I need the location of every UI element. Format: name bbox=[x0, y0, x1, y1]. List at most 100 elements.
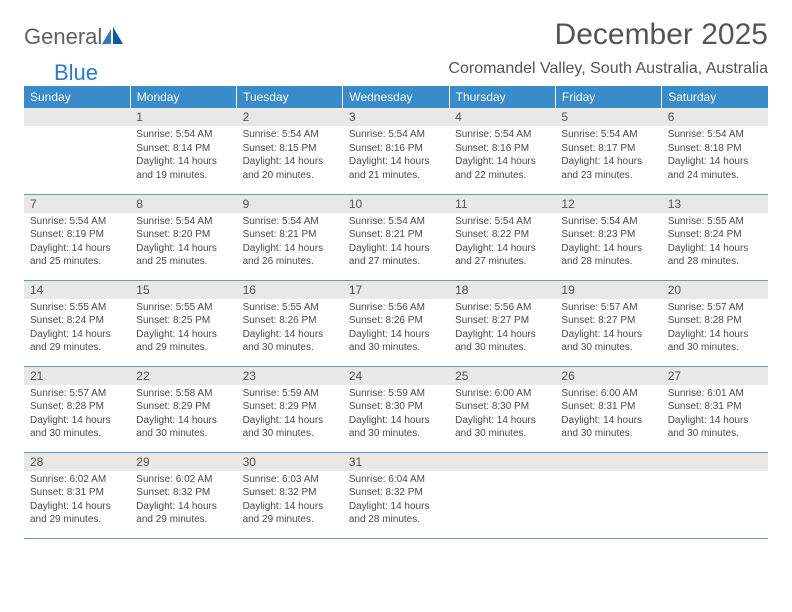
day-number: 22 bbox=[130, 367, 236, 385]
day-number bbox=[555, 453, 661, 471]
header: General December 2025 bbox=[24, 18, 768, 52]
calendar-cell: 20Sunrise: 5:57 AMSunset: 8:28 PMDayligh… bbox=[662, 280, 768, 366]
calendar-cell: 3Sunrise: 5:54 AMSunset: 8:16 PMDaylight… bbox=[343, 108, 449, 194]
day-number: 2 bbox=[237, 108, 343, 126]
weekday-header-cell: Saturday bbox=[662, 86, 768, 108]
day-details: Sunrise: 5:57 AMSunset: 8:28 PMDaylight:… bbox=[24, 385, 130, 445]
day-details: Sunrise: 6:04 AMSunset: 8:32 PMDaylight:… bbox=[343, 471, 449, 531]
weekday-header-cell: Sunday bbox=[24, 86, 130, 108]
day-number: 29 bbox=[130, 453, 236, 471]
day-number: 17 bbox=[343, 281, 449, 299]
day-number: 4 bbox=[449, 108, 555, 126]
day-number: 5 bbox=[555, 108, 661, 126]
day-details: Sunrise: 6:02 AMSunset: 8:31 PMDaylight:… bbox=[24, 471, 130, 531]
weekday-header-cell: Friday bbox=[555, 86, 661, 108]
calendar-cell: 13Sunrise: 5:55 AMSunset: 8:24 PMDayligh… bbox=[662, 194, 768, 280]
calendar-week-row: 7Sunrise: 5:54 AMSunset: 8:19 PMDaylight… bbox=[24, 194, 768, 280]
day-number bbox=[24, 108, 130, 126]
location: Coromandel Valley, South Australia, Aust… bbox=[448, 60, 768, 78]
calendar-cell: 27Sunrise: 6:01 AMSunset: 8:31 PMDayligh… bbox=[662, 366, 768, 452]
calendar-cell: 30Sunrise: 6:03 AMSunset: 8:32 PMDayligh… bbox=[237, 452, 343, 538]
day-details: Sunrise: 6:03 AMSunset: 8:32 PMDaylight:… bbox=[237, 471, 343, 531]
calendar-cell: 8Sunrise: 5:54 AMSunset: 8:20 PMDaylight… bbox=[130, 194, 236, 280]
calendar-table: SundayMondayTuesdayWednesdayThursdayFrid… bbox=[24, 86, 768, 539]
brand-part2: Blue bbox=[54, 60, 98, 86]
day-details: Sunrise: 5:55 AMSunset: 8:25 PMDaylight:… bbox=[130, 299, 236, 359]
day-details: Sunrise: 5:58 AMSunset: 8:29 PMDaylight:… bbox=[130, 385, 236, 445]
day-number: 16 bbox=[237, 281, 343, 299]
day-details: Sunrise: 5:54 AMSunset: 8:21 PMDaylight:… bbox=[237, 213, 343, 273]
calendar-cell: 21Sunrise: 5:57 AMSunset: 8:28 PMDayligh… bbox=[24, 366, 130, 452]
day-details: Sunrise: 5:54 AMSunset: 8:18 PMDaylight:… bbox=[662, 126, 768, 186]
calendar-week-row: 1Sunrise: 5:54 AMSunset: 8:14 PMDaylight… bbox=[24, 108, 768, 194]
calendar-cell: 24Sunrise: 5:59 AMSunset: 8:30 PMDayligh… bbox=[343, 366, 449, 452]
weekday-header: SundayMondayTuesdayWednesdayThursdayFrid… bbox=[24, 86, 768, 108]
calendar-cell: 9Sunrise: 5:54 AMSunset: 8:21 PMDaylight… bbox=[237, 194, 343, 280]
brand-part1: General bbox=[24, 24, 102, 50]
calendar-cell-empty bbox=[555, 452, 661, 538]
day-details: Sunrise: 5:56 AMSunset: 8:26 PMDaylight:… bbox=[343, 299, 449, 359]
day-number: 27 bbox=[662, 367, 768, 385]
calendar-cell: 29Sunrise: 6:02 AMSunset: 8:32 PMDayligh… bbox=[130, 452, 236, 538]
day-details: Sunrise: 5:54 AMSunset: 8:22 PMDaylight:… bbox=[449, 213, 555, 273]
calendar-cell: 18Sunrise: 5:56 AMSunset: 8:27 PMDayligh… bbox=[449, 280, 555, 366]
day-number: 12 bbox=[555, 195, 661, 213]
day-details: Sunrise: 6:01 AMSunset: 8:31 PMDaylight:… bbox=[662, 385, 768, 445]
calendar-cell-empty bbox=[449, 452, 555, 538]
calendar-cell: 25Sunrise: 6:00 AMSunset: 8:30 PMDayligh… bbox=[449, 366, 555, 452]
day-details: Sunrise: 5:54 AMSunset: 8:16 PMDaylight:… bbox=[343, 126, 449, 186]
calendar-cell: 6Sunrise: 5:54 AMSunset: 8:18 PMDaylight… bbox=[662, 108, 768, 194]
day-number: 9 bbox=[237, 195, 343, 213]
calendar-cell: 2Sunrise: 5:54 AMSunset: 8:15 PMDaylight… bbox=[237, 108, 343, 194]
day-details: Sunrise: 5:54 AMSunset: 8:14 PMDaylight:… bbox=[130, 126, 236, 186]
calendar-cell-empty bbox=[24, 108, 130, 194]
day-details: Sunrise: 6:00 AMSunset: 8:30 PMDaylight:… bbox=[449, 385, 555, 445]
calendar-week-row: 28Sunrise: 6:02 AMSunset: 8:31 PMDayligh… bbox=[24, 452, 768, 538]
day-number: 1 bbox=[130, 108, 236, 126]
sail-icon bbox=[102, 27, 124, 45]
day-number: 14 bbox=[24, 281, 130, 299]
day-number: 19 bbox=[555, 281, 661, 299]
day-details: Sunrise: 5:54 AMSunset: 8:23 PMDaylight:… bbox=[555, 213, 661, 273]
calendar-cell: 15Sunrise: 5:55 AMSunset: 8:25 PMDayligh… bbox=[130, 280, 236, 366]
day-number: 13 bbox=[662, 195, 768, 213]
day-number: 24 bbox=[343, 367, 449, 385]
calendar-cell: 10Sunrise: 5:54 AMSunset: 8:21 PMDayligh… bbox=[343, 194, 449, 280]
day-number: 11 bbox=[449, 195, 555, 213]
day-details: Sunrise: 5:55 AMSunset: 8:24 PMDaylight:… bbox=[24, 299, 130, 359]
day-number: 23 bbox=[237, 367, 343, 385]
day-details: Sunrise: 6:00 AMSunset: 8:31 PMDaylight:… bbox=[555, 385, 661, 445]
day-details: Sunrise: 5:59 AMSunset: 8:30 PMDaylight:… bbox=[343, 385, 449, 445]
day-number: 21 bbox=[24, 367, 130, 385]
day-number: 26 bbox=[555, 367, 661, 385]
day-details: Sunrise: 5:54 AMSunset: 8:15 PMDaylight:… bbox=[237, 126, 343, 186]
day-details: Sunrise: 5:54 AMSunset: 8:16 PMDaylight:… bbox=[449, 126, 555, 186]
day-details: Sunrise: 5:56 AMSunset: 8:27 PMDaylight:… bbox=[449, 299, 555, 359]
calendar-cell: 26Sunrise: 6:00 AMSunset: 8:31 PMDayligh… bbox=[555, 366, 661, 452]
brand-part2-wrap: Blue bbox=[24, 54, 98, 86]
day-number: 25 bbox=[449, 367, 555, 385]
day-details: Sunrise: 5:54 AMSunset: 8:20 PMDaylight:… bbox=[130, 213, 236, 273]
day-number: 15 bbox=[130, 281, 236, 299]
day-details: Sunrise: 5:54 AMSunset: 8:19 PMDaylight:… bbox=[24, 213, 130, 273]
calendar-cell: 11Sunrise: 5:54 AMSunset: 8:22 PMDayligh… bbox=[449, 194, 555, 280]
day-number bbox=[449, 453, 555, 471]
day-details: Sunrise: 5:57 AMSunset: 8:27 PMDaylight:… bbox=[555, 299, 661, 359]
day-details: Sunrise: 5:59 AMSunset: 8:29 PMDaylight:… bbox=[237, 385, 343, 445]
day-number: 18 bbox=[449, 281, 555, 299]
day-number: 7 bbox=[24, 195, 130, 213]
calendar-cell: 5Sunrise: 5:54 AMSunset: 8:17 PMDaylight… bbox=[555, 108, 661, 194]
calendar-cell: 19Sunrise: 5:57 AMSunset: 8:27 PMDayligh… bbox=[555, 280, 661, 366]
calendar-cell: 31Sunrise: 6:04 AMSunset: 8:32 PMDayligh… bbox=[343, 452, 449, 538]
day-details: Sunrise: 5:57 AMSunset: 8:28 PMDaylight:… bbox=[662, 299, 768, 359]
day-number: 20 bbox=[662, 281, 768, 299]
calendar-cell: 14Sunrise: 5:55 AMSunset: 8:24 PMDayligh… bbox=[24, 280, 130, 366]
day-number: 10 bbox=[343, 195, 449, 213]
day-number: 8 bbox=[130, 195, 236, 213]
day-number: 3 bbox=[343, 108, 449, 126]
calendar-week-row: 21Sunrise: 5:57 AMSunset: 8:28 PMDayligh… bbox=[24, 366, 768, 452]
calendar-cell: 4Sunrise: 5:54 AMSunset: 8:16 PMDaylight… bbox=[449, 108, 555, 194]
calendar-cell: 17Sunrise: 5:56 AMSunset: 8:26 PMDayligh… bbox=[343, 280, 449, 366]
calendar-cell: 16Sunrise: 5:55 AMSunset: 8:26 PMDayligh… bbox=[237, 280, 343, 366]
day-number: 6 bbox=[662, 108, 768, 126]
